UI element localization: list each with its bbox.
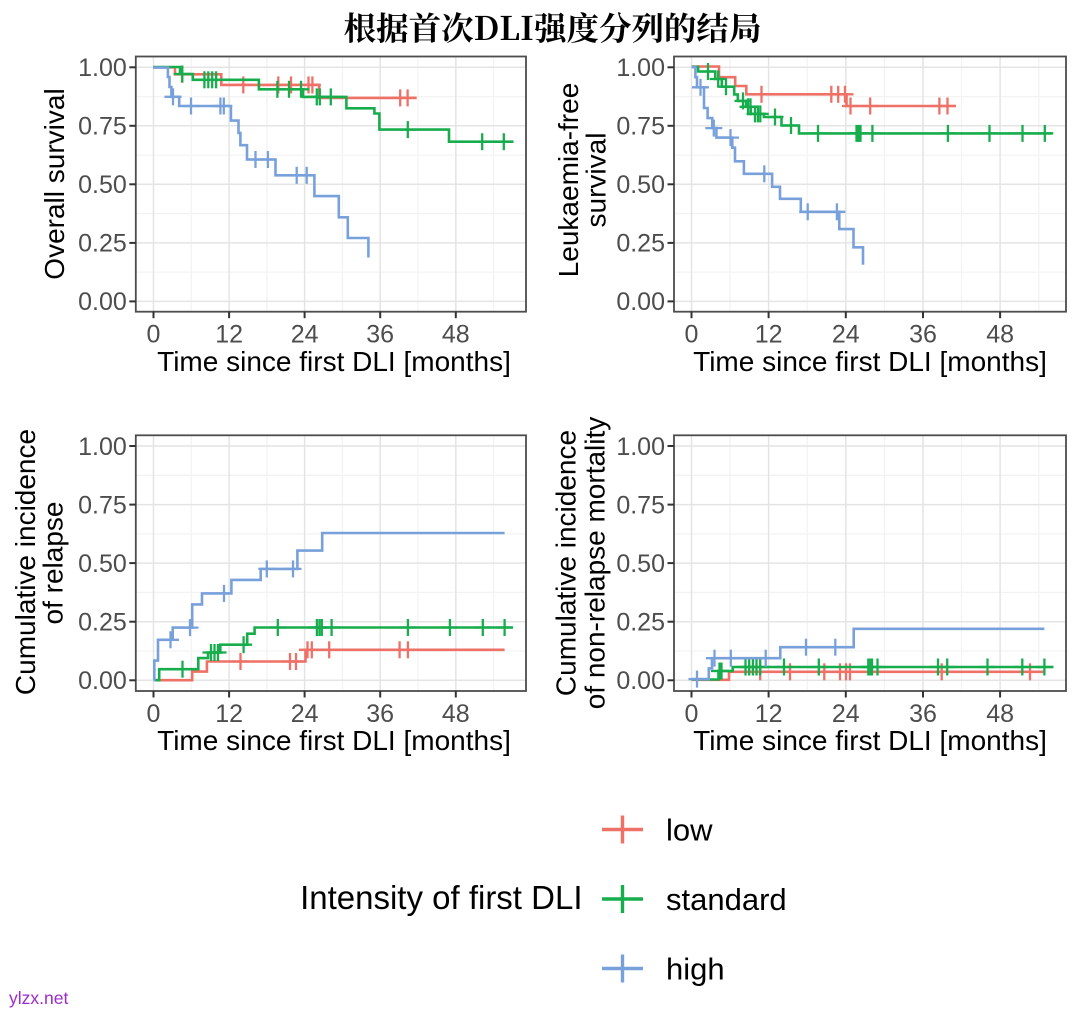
svg-text:36: 36: [366, 700, 394, 728]
svg-text:48: 48: [442, 700, 470, 728]
svg-text:0.50: 0.50: [78, 550, 127, 578]
svg-text:of non-relapse mortality: of non-relapse mortality: [580, 417, 611, 710]
svg-text:0: 0: [147, 321, 161, 349]
svg-text:1.00: 1.00: [78, 54, 127, 82]
svg-text:0.00: 0.00: [616, 288, 665, 316]
svg-text:Overall survival: Overall survival: [39, 88, 70, 279]
svg-text:Time since first DLI [months]: Time since first DLI [months]: [157, 725, 511, 756]
svg-text:36: 36: [909, 321, 937, 349]
svg-text:Cumulative incidence: Cumulative incidence: [10, 429, 41, 695]
svg-text:0.25: 0.25: [616, 609, 665, 637]
svg-text:0.75: 0.75: [616, 113, 665, 141]
svg-text:24: 24: [291, 321, 319, 349]
svg-text:0.75: 0.75: [616, 491, 665, 519]
svg-text:1.00: 1.00: [616, 54, 665, 82]
svg-text:0.00: 0.00: [78, 667, 127, 695]
svg-text:48: 48: [986, 321, 1014, 349]
svg-text:high: high: [666, 952, 725, 987]
svg-text:1.00: 1.00: [616, 433, 665, 461]
svg-text:12: 12: [755, 700, 783, 728]
svg-text:0.25: 0.25: [78, 609, 127, 637]
svg-text:0: 0: [685, 700, 699, 728]
svg-text:of relapse: of relapse: [38, 502, 69, 625]
svg-text:0.50: 0.50: [616, 171, 665, 199]
svg-text:24: 24: [832, 700, 860, 728]
svg-text:12: 12: [215, 321, 243, 349]
svg-text:standard: standard: [666, 882, 787, 917]
svg-text:Intensity of first DLI: Intensity of first DLI: [300, 879, 582, 916]
svg-text:Time since first DLI [months]: Time since first DLI [months]: [693, 346, 1047, 377]
svg-text:0: 0: [685, 321, 699, 349]
svg-text:0.50: 0.50: [616, 550, 665, 578]
svg-text:36: 36: [366, 321, 394, 349]
svg-text:0.25: 0.25: [616, 230, 665, 258]
svg-text:Cumulative incidence: Cumulative incidence: [551, 430, 582, 696]
svg-text:12: 12: [755, 321, 783, 349]
svg-text:Leukaemia-free: Leukaemia-free: [553, 83, 584, 278]
svg-text:36: 36: [909, 700, 937, 728]
svg-text:0.00: 0.00: [78, 288, 127, 316]
svg-text:Time since first DLI [months]: Time since first DLI [months]: [693, 725, 1047, 756]
svg-text:survival: survival: [581, 133, 612, 228]
svg-text:0.00: 0.00: [616, 667, 665, 695]
svg-text:48: 48: [986, 700, 1014, 728]
svg-text:0.50: 0.50: [78, 171, 127, 199]
svg-text:0.25: 0.25: [78, 230, 127, 258]
svg-text:24: 24: [832, 321, 860, 349]
svg-text:0.75: 0.75: [78, 113, 127, 141]
svg-text:24: 24: [291, 700, 319, 728]
svg-text:1.00: 1.00: [78, 433, 127, 461]
svg-text:Time since first DLI [months]: Time since first DLI [months]: [157, 346, 511, 377]
svg-text:0: 0: [147, 700, 161, 728]
svg-text:48: 48: [442, 321, 470, 349]
svg-text:low: low: [666, 813, 713, 848]
svg-text:0.75: 0.75: [78, 491, 127, 519]
svg-text:ylzx.net: ylzx.net: [9, 988, 68, 1008]
svg-text:12: 12: [215, 700, 243, 728]
